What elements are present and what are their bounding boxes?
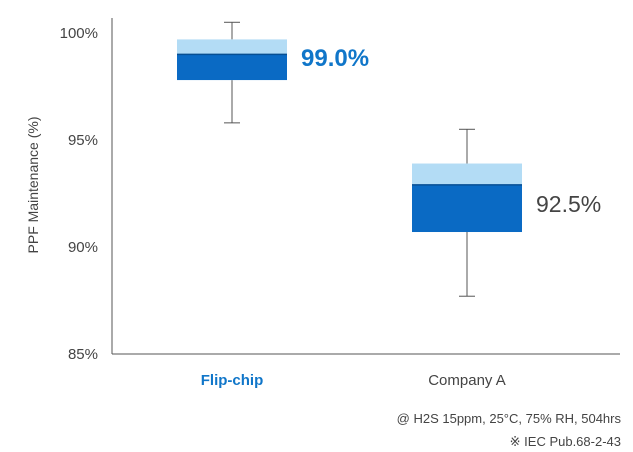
value-label: 92.5% [536,191,601,217]
box-upper-quartile [412,163,522,185]
test-condition-note: @ H2S 15ppm, 25°C, 75% RH, 504hrs [396,411,621,426]
y-axis-label: PPF Maintenance (%) [25,117,41,254]
test-standard-note: ※ IEC Pub.68-2-43 [509,434,621,449]
box-lower-quartile [412,184,522,233]
y-tick-label: 100% [60,25,98,42]
category-label: Flip-chip [201,372,264,389]
y-tick-label: 95% [68,132,98,149]
box-plot-chart: PPF Maintenance (%) 100% 95% 90% 85% 99.0% F… [25,18,620,389]
box-lower-quartile [177,54,287,81]
box-group: 99.0% Flip-chip [177,21,369,389]
y-tick-label: 85% [68,346,98,363]
box-upper-quartile [177,39,287,55]
box-group: 92.5% Company A [412,128,601,389]
y-tick-label: 90% [68,239,98,256]
value-label: 99.0% [301,45,369,72]
category-label: Company A [428,372,506,389]
